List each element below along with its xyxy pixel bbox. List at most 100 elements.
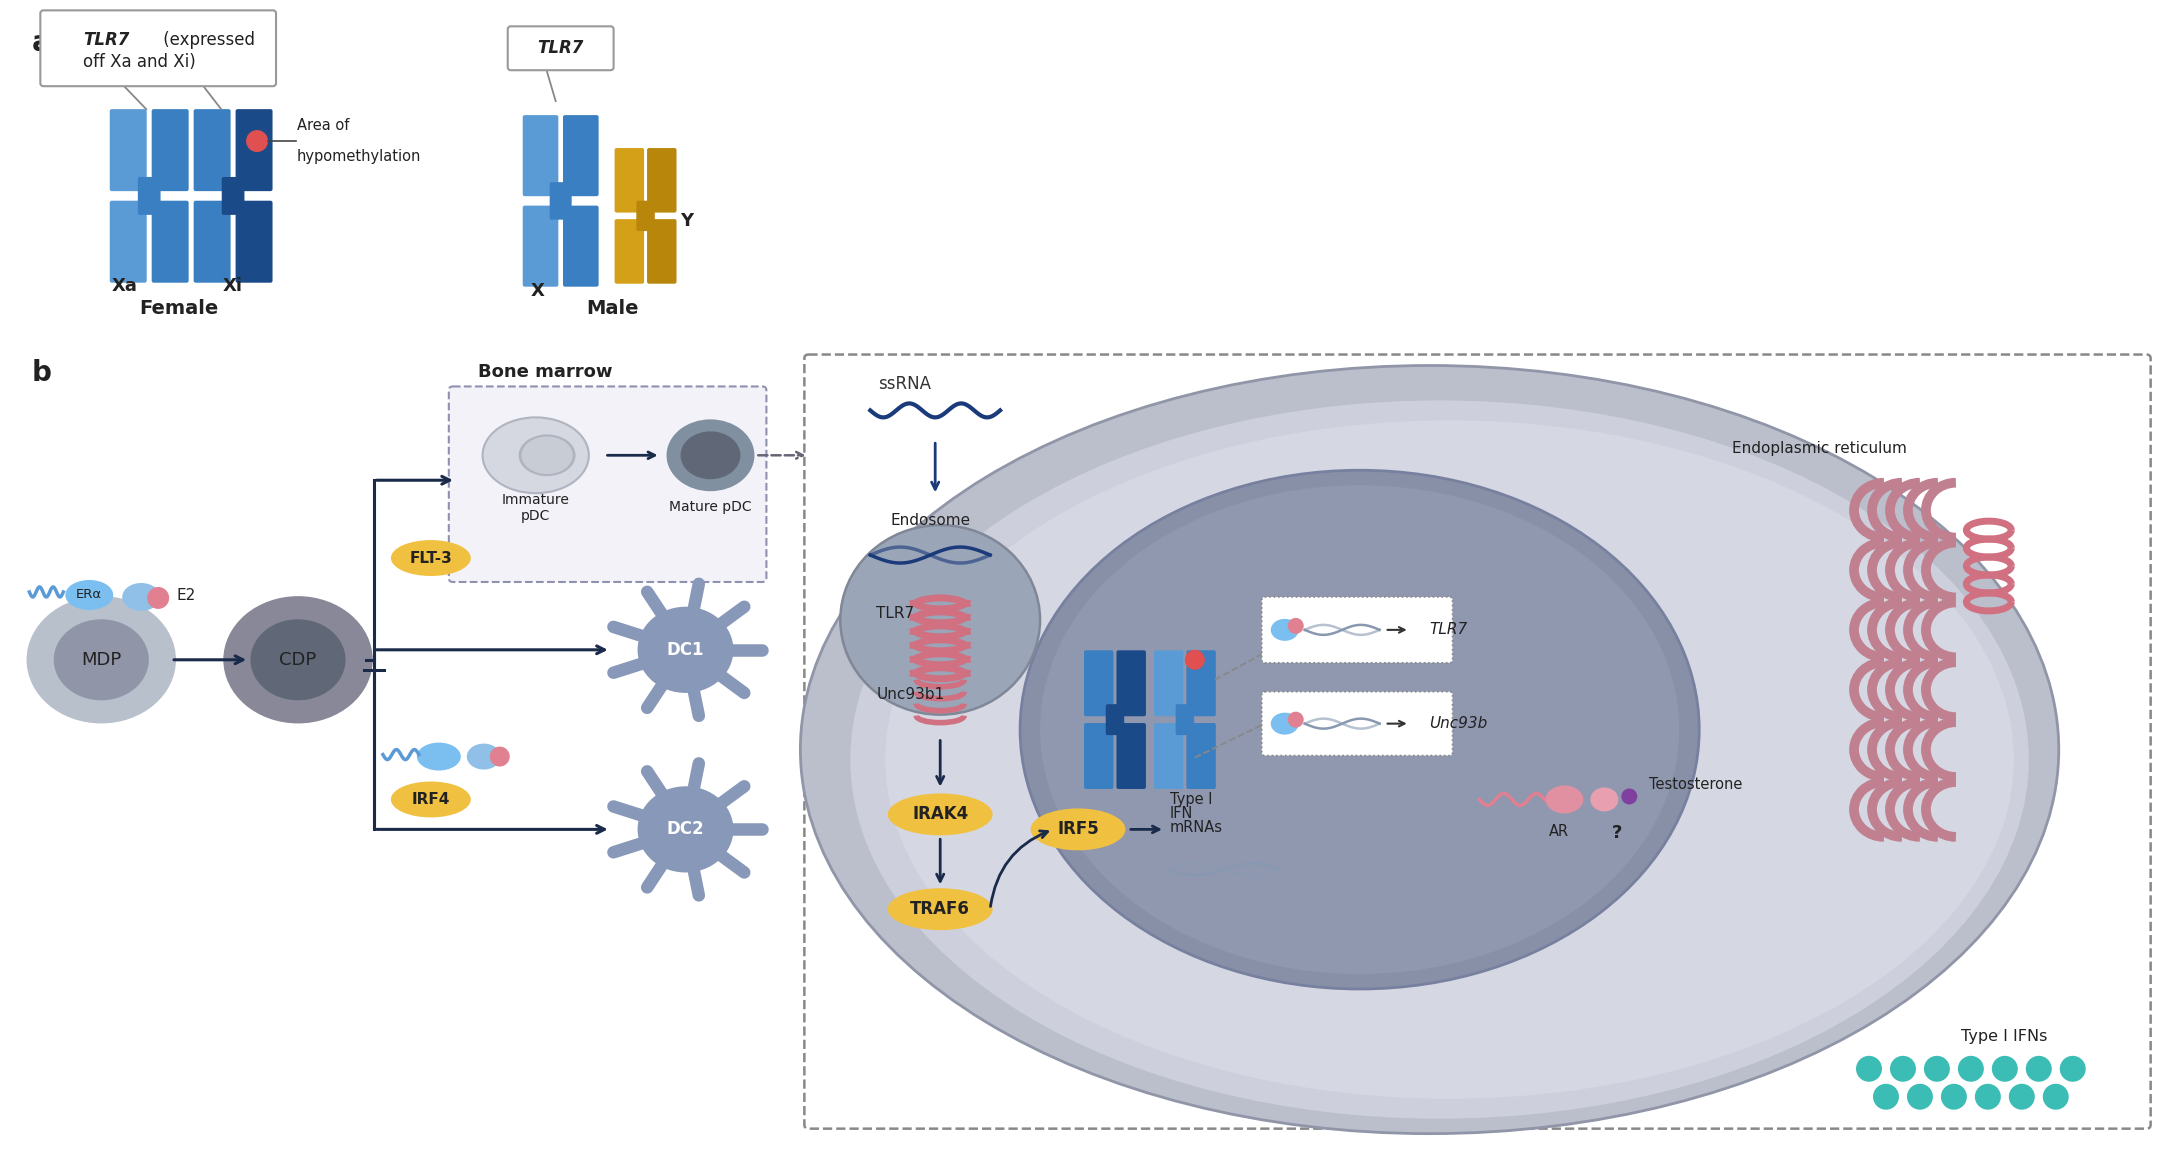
Text: TLR7: TLR7 xyxy=(876,607,915,622)
Circle shape xyxy=(1287,618,1304,634)
Ellipse shape xyxy=(1030,809,1126,850)
Ellipse shape xyxy=(1020,470,1700,989)
Ellipse shape xyxy=(841,525,1039,715)
Ellipse shape xyxy=(887,794,994,835)
FancyBboxPatch shape xyxy=(137,177,161,215)
Ellipse shape xyxy=(539,448,559,463)
Ellipse shape xyxy=(680,431,741,479)
Circle shape xyxy=(1889,1056,1915,1081)
Ellipse shape xyxy=(887,888,994,931)
Circle shape xyxy=(2044,1084,2070,1110)
FancyBboxPatch shape xyxy=(109,201,146,283)
Ellipse shape xyxy=(391,540,472,576)
Ellipse shape xyxy=(65,580,113,610)
Ellipse shape xyxy=(1272,712,1298,734)
FancyBboxPatch shape xyxy=(222,177,243,215)
Circle shape xyxy=(1857,1056,1883,1081)
Text: Immature
pDC: Immature pDC xyxy=(502,493,570,523)
FancyBboxPatch shape xyxy=(235,109,272,191)
Text: Female: Female xyxy=(139,299,220,318)
Ellipse shape xyxy=(800,365,2059,1134)
FancyBboxPatch shape xyxy=(522,115,559,196)
Text: Area of: Area of xyxy=(298,118,350,133)
FancyBboxPatch shape xyxy=(152,201,189,283)
Text: Mature pDC: Mature pDC xyxy=(670,500,752,514)
Text: (expressed: (expressed xyxy=(159,31,254,49)
Text: IRAK4: IRAK4 xyxy=(913,805,967,824)
Ellipse shape xyxy=(667,419,754,492)
FancyBboxPatch shape xyxy=(637,201,654,231)
Text: Endosome: Endosome xyxy=(889,512,970,527)
Ellipse shape xyxy=(1546,786,1583,813)
Text: CDP: CDP xyxy=(280,650,317,669)
Text: Unc93b1: Unc93b1 xyxy=(876,687,944,702)
Circle shape xyxy=(246,130,267,152)
Circle shape xyxy=(1941,1084,1967,1110)
Ellipse shape xyxy=(520,434,576,476)
Circle shape xyxy=(2009,1084,2035,1110)
FancyBboxPatch shape xyxy=(193,201,230,283)
Ellipse shape xyxy=(885,421,2013,1098)
Ellipse shape xyxy=(522,437,572,475)
FancyBboxPatch shape xyxy=(1107,704,1124,735)
Circle shape xyxy=(1907,1084,1933,1110)
FancyBboxPatch shape xyxy=(1085,723,1113,789)
Ellipse shape xyxy=(1272,619,1298,641)
Ellipse shape xyxy=(483,417,589,493)
Circle shape xyxy=(1874,1084,1898,1110)
Text: off Xa and Xi): off Xa and Xi) xyxy=(83,53,196,71)
Text: Xi: Xi xyxy=(224,277,243,294)
Text: mRNAs: mRNAs xyxy=(1170,820,1224,835)
Circle shape xyxy=(1924,1056,1950,1081)
FancyBboxPatch shape xyxy=(1187,723,1215,789)
Text: IRF5: IRF5 xyxy=(1057,820,1098,839)
Text: Endoplasmic reticulum: Endoplasmic reticulum xyxy=(1733,441,1907,456)
Ellipse shape xyxy=(250,619,346,700)
Ellipse shape xyxy=(54,619,148,700)
FancyBboxPatch shape xyxy=(563,206,598,287)
FancyBboxPatch shape xyxy=(1187,650,1215,716)
FancyBboxPatch shape xyxy=(522,206,559,287)
Ellipse shape xyxy=(637,786,733,872)
FancyBboxPatch shape xyxy=(648,219,676,284)
Text: TRAF6: TRAF6 xyxy=(911,900,970,918)
Text: Testosterone: Testosterone xyxy=(1650,777,1744,792)
FancyBboxPatch shape xyxy=(1261,597,1452,663)
Circle shape xyxy=(1622,788,1637,804)
FancyBboxPatch shape xyxy=(563,115,598,196)
Circle shape xyxy=(489,747,509,766)
Circle shape xyxy=(2059,1056,2085,1081)
Ellipse shape xyxy=(850,400,2028,1119)
Text: E2: E2 xyxy=(176,588,196,603)
FancyBboxPatch shape xyxy=(1117,723,1146,789)
Circle shape xyxy=(1959,1056,1985,1081)
Circle shape xyxy=(1991,1056,2017,1081)
FancyBboxPatch shape xyxy=(235,201,272,283)
Text: FLT-3: FLT-3 xyxy=(409,550,452,565)
Text: Type I: Type I xyxy=(1170,793,1213,808)
Text: ERα: ERα xyxy=(76,588,102,601)
Ellipse shape xyxy=(26,596,176,724)
Text: IRF4: IRF4 xyxy=(411,792,450,807)
FancyBboxPatch shape xyxy=(448,386,767,583)
FancyBboxPatch shape xyxy=(509,26,613,70)
FancyBboxPatch shape xyxy=(615,148,644,213)
FancyBboxPatch shape xyxy=(1117,650,1146,716)
Text: Y: Y xyxy=(680,211,694,230)
FancyBboxPatch shape xyxy=(193,109,230,191)
Text: Xa: Xa xyxy=(111,277,137,294)
Ellipse shape xyxy=(467,743,500,770)
Text: Bone marrow: Bone marrow xyxy=(478,363,613,381)
Text: MDP: MDP xyxy=(80,650,122,669)
FancyBboxPatch shape xyxy=(1085,650,1113,716)
Ellipse shape xyxy=(1591,787,1617,811)
Text: hypomethylation: hypomethylation xyxy=(298,149,422,164)
Text: ?: ? xyxy=(1613,824,1622,842)
Ellipse shape xyxy=(391,781,472,817)
Ellipse shape xyxy=(122,583,161,611)
Circle shape xyxy=(1287,711,1304,727)
Text: X: X xyxy=(530,282,546,300)
Ellipse shape xyxy=(1039,485,1678,974)
Ellipse shape xyxy=(417,742,461,771)
FancyBboxPatch shape xyxy=(1176,704,1194,735)
